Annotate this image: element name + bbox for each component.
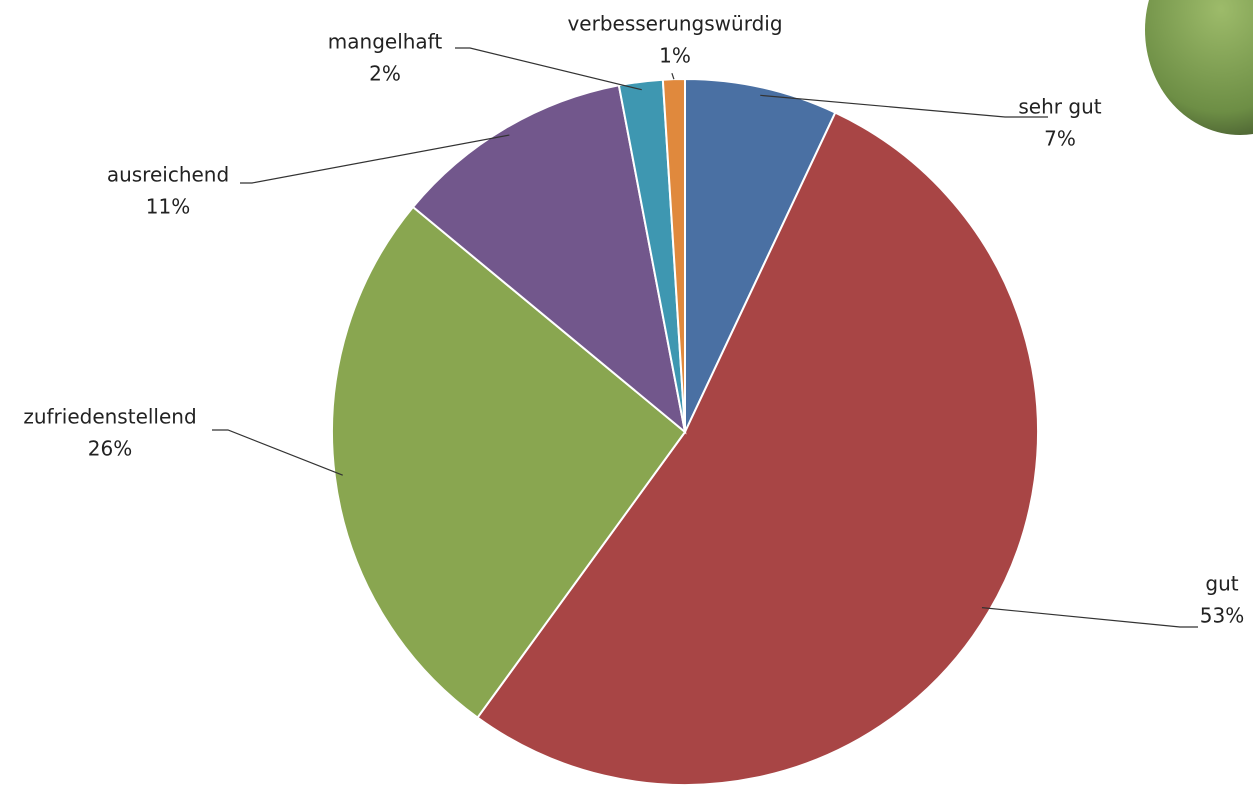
- labels: sehr gut 7% gut 53% zufriedenstellend 26% ausr…: [23, 12, 1244, 628]
- leader-line: [760, 94, 1048, 118]
- leader-line: [455, 47, 642, 91]
- slice-label: ausreichend: [107, 163, 229, 187]
- decoration: [1145, 0, 1253, 135]
- pie-slice: [411, 84, 687, 435]
- slice-label: sehr gut: [1018, 95, 1101, 119]
- pie-slice: [661, 77, 686, 433]
- slice-label: mangelhaft: [328, 30, 443, 54]
- leader-line: [981, 607, 1198, 628]
- slice-label: gut: [1205, 572, 1238, 596]
- leader-line: [212, 429, 343, 476]
- value-label: 53%: [1200, 604, 1244, 628]
- value-label: 26%: [88, 437, 132, 461]
- value-label: 7%: [1044, 127, 1076, 151]
- pie-slice: [684, 77, 837, 433]
- pie-slice: [476, 111, 1039, 785]
- pie-slice: [331, 205, 687, 719]
- value-label: 11%: [146, 195, 190, 219]
- value-label: 1%: [659, 44, 691, 68]
- pie: [331, 77, 1039, 785]
- leader-line: [240, 134, 510, 184]
- slice-label: zufriedenstellend: [23, 405, 196, 429]
- slice-label: verbesserungswürdig: [567, 12, 782, 36]
- leader-line: [671, 72, 675, 80]
- value-label: 2%: [369, 62, 401, 86]
